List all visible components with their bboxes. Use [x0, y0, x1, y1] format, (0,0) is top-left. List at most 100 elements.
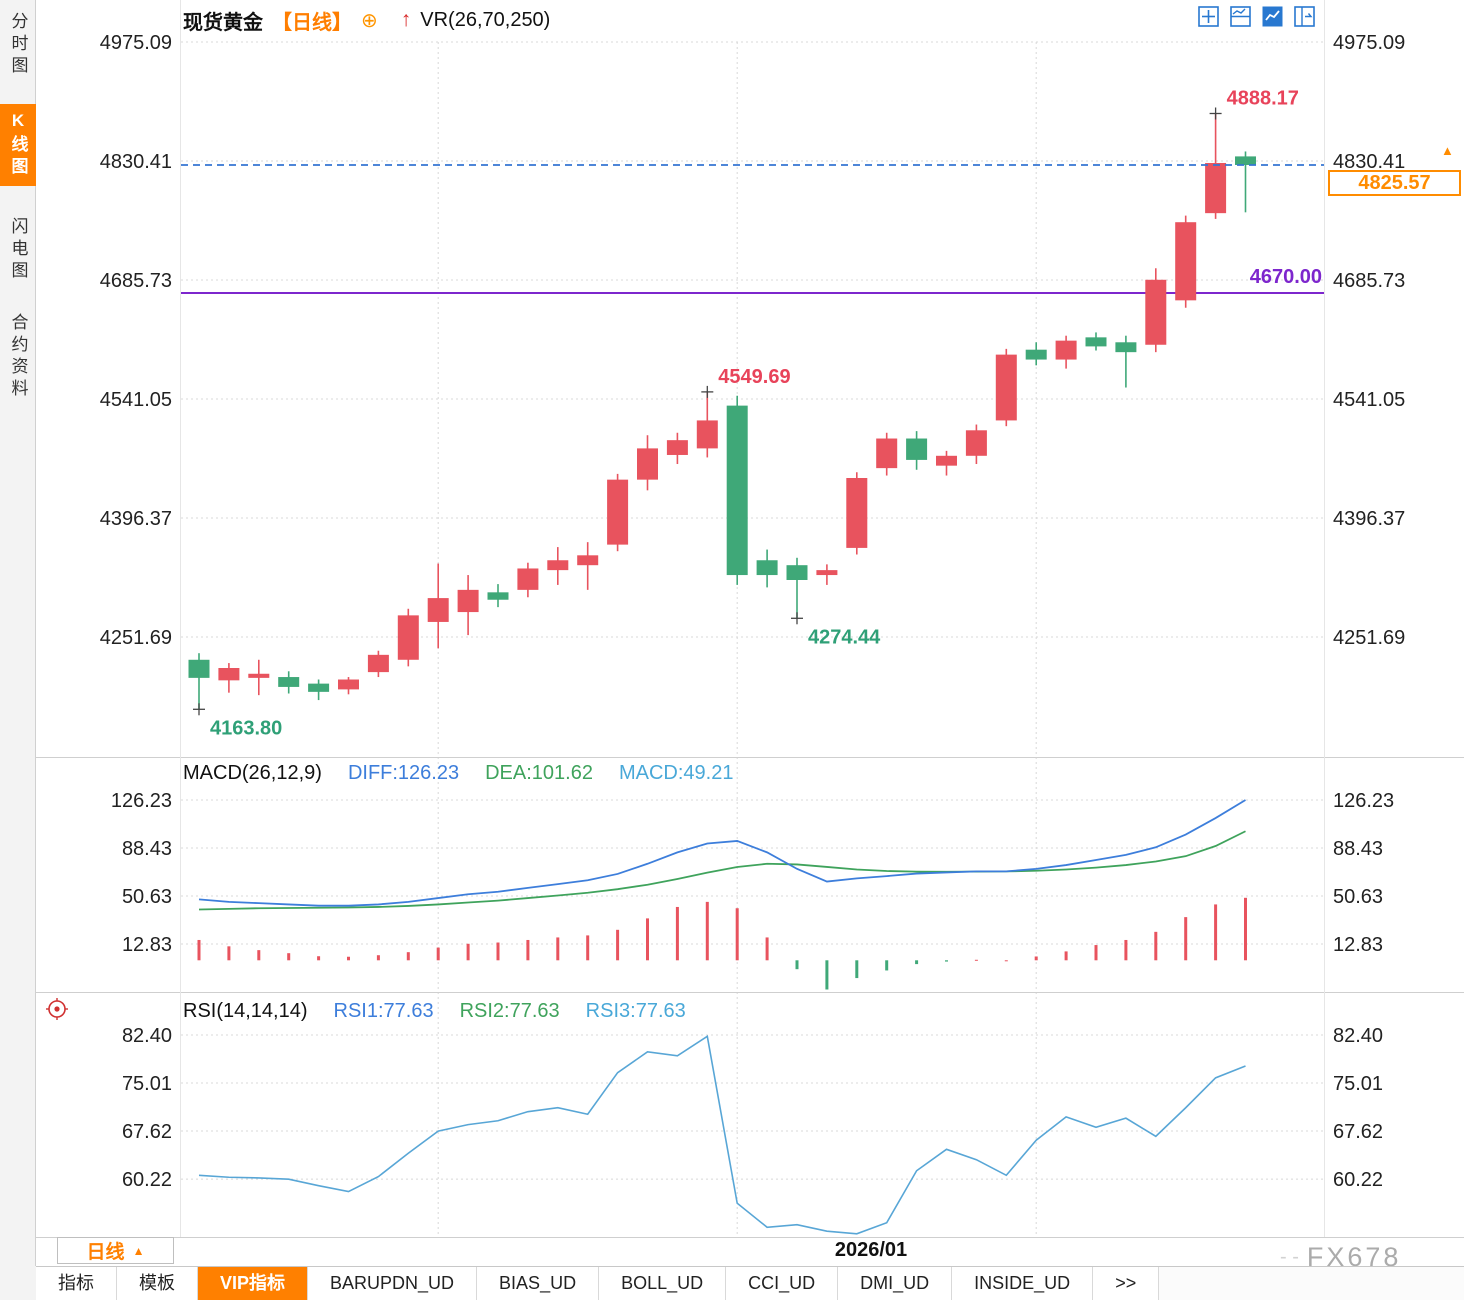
macd-bar [795, 960, 799, 970]
active-chart-pane-icon[interactable] [1262, 6, 1283, 27]
tab-indicator[interactable]: 指标 [36, 1267, 117, 1300]
macd-bar [347, 956, 350, 961]
macd-bar [317, 956, 321, 961]
tab-cci-ud[interactable]: CCI_UD [726, 1267, 839, 1300]
macd-bar [1094, 945, 1098, 961]
up-arrow-icon: ↑ [400, 8, 412, 31]
macd-bar [1244, 897, 1247, 961]
macd-bar [526, 939, 530, 961]
macd-bar [436, 947, 440, 961]
sidebar-item-lightning-chart[interactable]: 闪电图 [0, 210, 36, 290]
macd-bar [765, 937, 769, 961]
price-annotation: 4549.69 [718, 366, 790, 388]
sidebar-item-kline-chart[interactable]: K线图 [0, 104, 36, 186]
axis-tick-label: 4396.37 [100, 508, 172, 530]
macd-bar [197, 939, 201, 961]
sidebar-item-time-chart[interactable]: 分时图 [0, 5, 36, 85]
sidebar-item-label: K线图 [8, 111, 28, 179]
axis-tick-label: 88.43 [122, 838, 172, 860]
rsi1-value: RSI1:77.63 [333, 1000, 434, 1022]
candle-body [517, 568, 539, 590]
axis-tick-label: 60.22 [1333, 1169, 1383, 1191]
macd-bar [287, 953, 291, 961]
macd-title: MACD(26,12,9) [183, 762, 322, 784]
candle-body [965, 430, 987, 456]
macd-bar [915, 960, 919, 965]
macd-bar [646, 918, 649, 961]
axis-tick-label: 12.83 [1333, 934, 1383, 956]
period-selector-label: 日线 [86, 1242, 125, 1263]
dea-line [198, 830, 1246, 911]
macd-bar [556, 937, 560, 961]
macd-bar [885, 960, 889, 971]
candle-body [1235, 156, 1256, 165]
macd-diff-value: DIFF:126.23 [347, 762, 460, 784]
watermark-prefix: - - [1280, 1246, 1299, 1268]
tab-template[interactable]: 模板 [117, 1267, 198, 1300]
tab-dmi-ud[interactable]: DMI_UD [838, 1267, 953, 1300]
macd-bar [376, 955, 380, 961]
left-sidebar: 分时图 K线图 闪电图 合约资料 [0, 0, 36, 1266]
sidebar-item-label: 分时图 [8, 12, 28, 78]
tab-bias-ud[interactable]: BIAS_UD [477, 1267, 600, 1300]
tab-more[interactable]: >> [1093, 1267, 1160, 1300]
macd-bar [466, 943, 470, 961]
candle-body [1175, 222, 1197, 301]
macd-bar [1214, 904, 1218, 961]
axis-tick-label: 126.23 [111, 790, 172, 812]
macd-bar [257, 950, 261, 961]
diff-line [198, 799, 1246, 907]
macd-bar [675, 906, 679, 961]
candle-body [906, 438, 928, 460]
candle-body [846, 478, 868, 548]
indicator-tabbar: 指标 模板 VIP指标 BARUPDN_UD BIAS_UD BOLL_UD C… [36, 1266, 1464, 1300]
rsi3-value: RSI3:77.63 [585, 1000, 686, 1022]
axis-tick-label: 4830.41 [100, 151, 172, 173]
macd-header: MACD(26,12,9) DIFF:126.23 DEA:101.62 MAC… [183, 762, 733, 785]
sidebar-item-contract-info[interactable]: 合约资料 [0, 306, 36, 408]
candle-body [696, 420, 718, 449]
price-up-marker-icon: ▲ [1441, 143, 1454, 158]
add-indicator-icon[interactable]: ⊕ [361, 9, 378, 32]
axis-tick-label: 88.43 [1333, 838, 1383, 860]
candle-body [1145, 279, 1167, 345]
x-axis-date-label: 2026/01 [834, 1239, 908, 1261]
axis-tick-label: 67.62 [122, 1121, 172, 1143]
candle-body [427, 598, 449, 622]
candle-body [726, 405, 748, 576]
tab-barupdn-ud[interactable]: BARUPDN_UD [308, 1267, 478, 1300]
tab-vip-indicators[interactable]: VIP指标 [198, 1267, 309, 1300]
candle-body [577, 555, 599, 566]
axis-tick-label: 4830.41 [1333, 151, 1405, 173]
axis-tick-label: 67.62 [1333, 1121, 1383, 1143]
candle-body [607, 479, 629, 545]
multi-pane-icon[interactable] [1230, 6, 1251, 27]
candle-body [248, 673, 270, 678]
candle-body [457, 589, 479, 613]
split-pane-icon[interactable] [1294, 6, 1315, 27]
period-selector[interactable]: 日线 ▲ [57, 1237, 174, 1264]
macd-dea-value: DEA:101.62 [485, 762, 593, 784]
macd-bar [406, 952, 410, 961]
candle-body [756, 560, 778, 576]
sidebar-item-label: 闪电图 [8, 217, 28, 283]
axis-tick-label: 4685.73 [100, 270, 172, 292]
overlay-indicator-label: VR(26,70,250) [420, 8, 551, 31]
sidebar-item-label: 合约资料 [8, 313, 28, 401]
axis-tick-label: 4975.09 [1333, 32, 1405, 54]
macd-bar [735, 908, 739, 961]
current-price-tag: 4825.57 [1328, 170, 1461, 196]
macd-bar [1184, 917, 1188, 961]
candle-body [936, 455, 957, 466]
candle-body [1055, 340, 1077, 360]
symbol-title: 现货黄金 [183, 11, 263, 34]
chart-titlebar: 现货黄金 【日线】 ⊕ ↑ VR(26,70,250) [183, 5, 550, 35]
tab-inside-ud[interactable]: INSIDE_UD [952, 1267, 1094, 1300]
pane-navigator-icon[interactable] [1198, 6, 1219, 27]
tab-boll-ud[interactable]: BOLL_UD [599, 1267, 727, 1300]
macd-bar [705, 901, 709, 961]
price-annotation: 4163.80 [210, 717, 282, 739]
macd-bar [1064, 951, 1068, 961]
layout-toolbar [1198, 6, 1315, 27]
